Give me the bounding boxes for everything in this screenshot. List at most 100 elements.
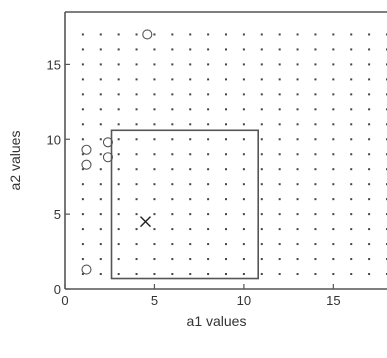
grid-dot <box>99 138 102 141</box>
grid-dot <box>99 123 102 126</box>
grid-dot <box>153 48 156 51</box>
grid-dot <box>117 108 120 111</box>
grid-dot <box>117 213 120 216</box>
grid-dot <box>332 153 335 156</box>
circled-point <box>81 264 92 275</box>
grid-dot <box>368 183 371 186</box>
grid-dot <box>314 243 317 246</box>
grid-dot <box>135 123 138 126</box>
grid-dot <box>278 198 281 201</box>
grid-dot <box>81 33 84 36</box>
grid-dot <box>117 33 120 36</box>
grid-dot <box>296 63 299 66</box>
grid-dot <box>153 183 156 186</box>
grid-dot <box>350 48 353 51</box>
grid-dot <box>260 78 263 81</box>
grid-dot <box>171 123 174 126</box>
grid-dot <box>242 198 245 201</box>
grid-dot <box>332 63 335 66</box>
grid-dot <box>278 228 281 231</box>
circled-point <box>81 159 92 170</box>
grid-dot <box>225 183 227 186</box>
x-marker-layer <box>140 216 151 228</box>
grid-dot <box>171 78 174 81</box>
grid-dot <box>260 93 263 96</box>
grid-dot <box>278 258 281 261</box>
grid-dot <box>117 228 120 231</box>
grid-dot <box>260 243 263 246</box>
grid-dot <box>350 108 353 111</box>
grid-dot <box>314 48 317 51</box>
grid-dot <box>207 213 210 216</box>
grid-dot <box>296 228 299 231</box>
grid-dot <box>260 213 263 216</box>
grid-dot <box>225 108 227 111</box>
grid-dot <box>135 153 138 156</box>
grid-dot <box>189 138 192 141</box>
grid-dot <box>278 108 281 111</box>
y-tick-label: 5 <box>54 207 61 222</box>
grid-dot <box>314 153 317 156</box>
grid-dot <box>171 183 174 186</box>
grid-dot <box>225 153 227 156</box>
grid-dot <box>207 78 210 81</box>
grid-dot <box>189 183 192 186</box>
grid-dot <box>332 198 335 201</box>
y-axis-ticks: 0 5 10 15 <box>47 57 70 297</box>
grid-dot <box>99 78 102 81</box>
grid-dot <box>153 258 156 261</box>
circled-point <box>102 137 113 148</box>
grid-dot <box>296 258 299 261</box>
grid-dot <box>135 258 138 261</box>
grid-dot <box>332 123 335 126</box>
grid-dot <box>171 153 174 156</box>
grid-dot <box>189 258 192 261</box>
grid-dot <box>153 213 156 216</box>
grid-dot <box>368 213 371 216</box>
grid-dot <box>242 108 245 111</box>
grid-dot <box>260 198 263 201</box>
grid-dot <box>99 63 102 66</box>
grid-dot <box>296 78 299 81</box>
grid-dot <box>99 243 102 246</box>
grid-dot <box>189 228 192 231</box>
grid-dot <box>242 273 245 276</box>
grid-dot <box>296 108 299 111</box>
grid-dot <box>314 78 317 81</box>
grid-dot <box>99 198 102 201</box>
grid-dot <box>296 183 299 186</box>
grid-dot <box>135 213 138 216</box>
grid-dot <box>117 243 120 246</box>
grid-dot <box>242 138 245 141</box>
grid-dot <box>189 108 192 111</box>
grid-dot <box>278 273 281 276</box>
grid-dot <box>296 153 299 156</box>
grid-dot <box>153 123 156 126</box>
grid-dot <box>278 78 281 81</box>
grid-dot <box>296 138 299 141</box>
grid-dot <box>99 153 102 156</box>
grid-dot <box>225 48 227 51</box>
grid-dot <box>278 168 281 171</box>
grid-dot <box>207 258 210 261</box>
grid-dot <box>81 273 84 276</box>
grid-dot <box>189 63 192 66</box>
grid-dot <box>99 228 102 231</box>
grid-dot <box>225 273 227 276</box>
grid-dot <box>135 168 138 171</box>
grid-dot <box>135 273 138 276</box>
grid-dot <box>225 33 227 36</box>
grid-dot <box>189 273 192 276</box>
grid-dot <box>242 168 245 171</box>
grid-dot <box>189 33 192 36</box>
grid-dot <box>278 243 281 246</box>
x-axis-label: a1 values <box>187 313 247 329</box>
grid-dot <box>242 213 245 216</box>
grid-dot <box>81 108 84 111</box>
selection-rectangle-layer <box>110 129 259 280</box>
grid-dot <box>135 228 138 231</box>
grid-dot <box>189 198 192 201</box>
grid-dot <box>207 33 210 36</box>
grid-dot <box>242 258 245 261</box>
grid-dot <box>332 183 335 186</box>
